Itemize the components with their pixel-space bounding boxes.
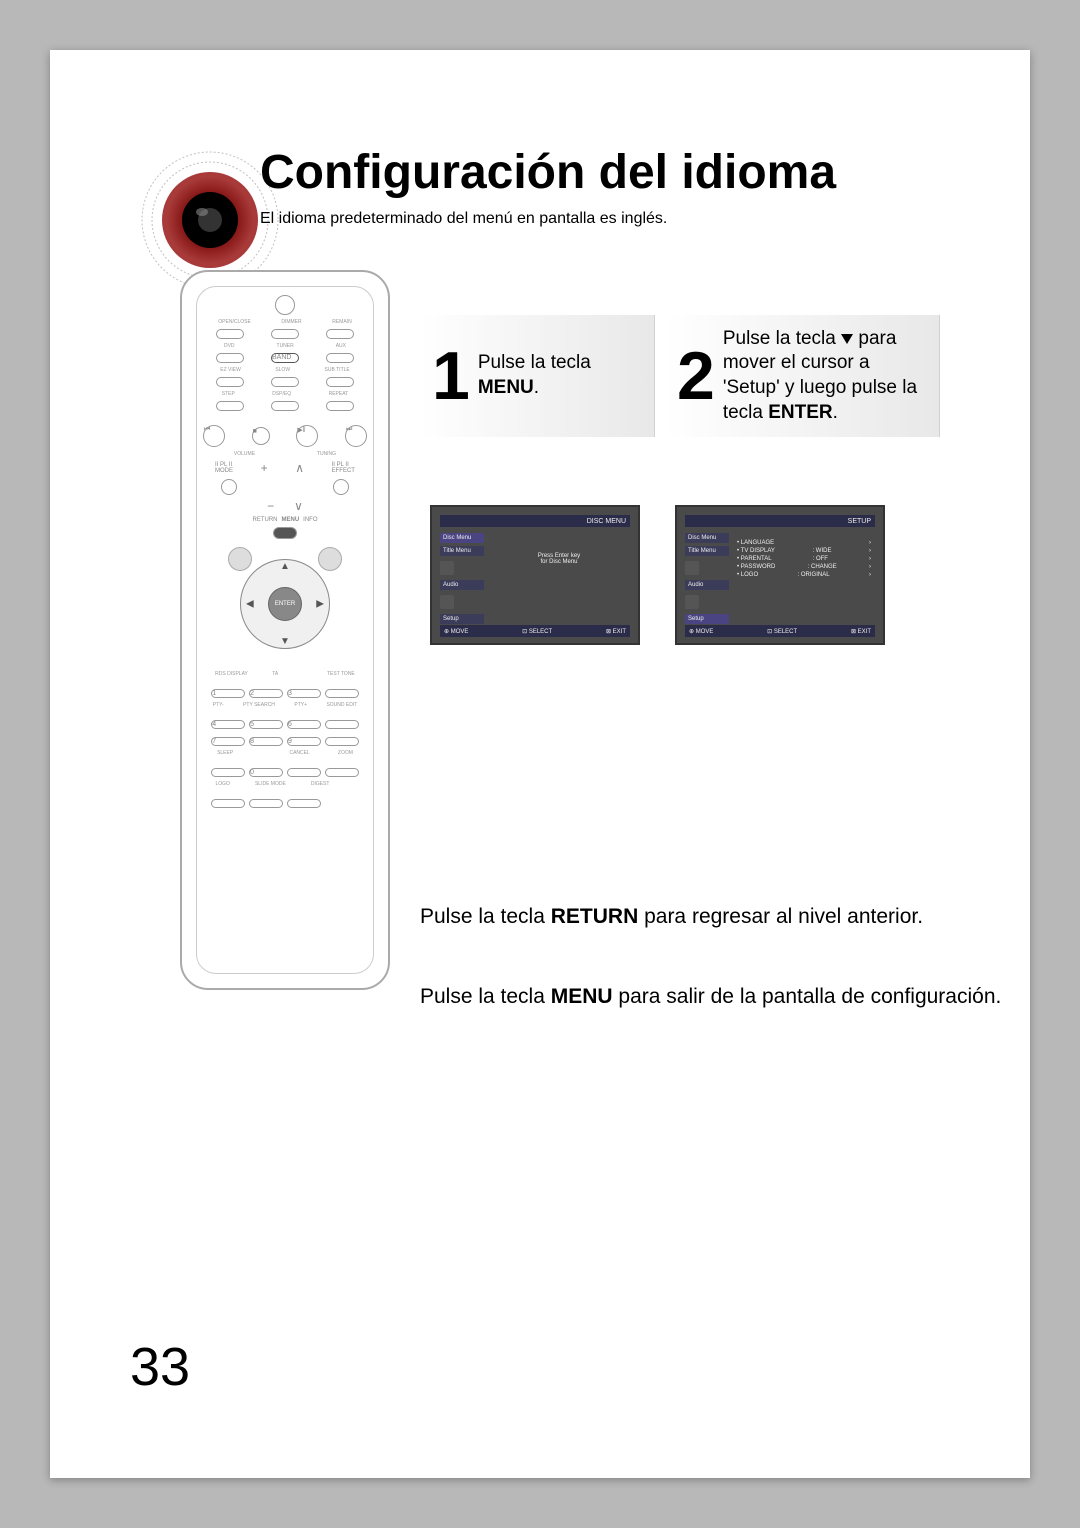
- enter-button: ENTER: [268, 587, 302, 621]
- step-2-number: 2: [677, 342, 715, 410]
- return-note: Pulse la tecla RETURN para regresar al n…: [420, 905, 923, 929]
- step-2-text: Pulse la tecla para mover el cursor a 'S…: [723, 327, 927, 426]
- next-button: ⏭: [345, 425, 367, 447]
- osd-screenshot-1: DISC MENU Disc Menu Title Menu Audio Set…: [430, 505, 640, 645]
- menu-button: [273, 527, 297, 539]
- power-button: [275, 295, 295, 315]
- down-arrow-icon: [841, 334, 853, 344]
- step-1-box: 1 Pulse la tecla MENU.: [420, 315, 655, 437]
- speaker-decoration-icon: [110, 120, 280, 290]
- page-number: 33: [130, 1336, 190, 1398]
- play-button: ▶‖: [296, 425, 318, 447]
- step-1-number: 1: [432, 342, 470, 410]
- prev-button: ⏮: [203, 425, 225, 447]
- step-1-text: Pulse la tecla MENU.: [478, 351, 591, 400]
- manual-page: Configuración del idioma El idioma prede…: [50, 50, 1030, 1478]
- step-2-box: 2 Pulse la tecla para mover el cursor a …: [665, 315, 940, 437]
- remote-control-illustration: OPEN/CLOSEDIMMERREMAIN DVDTUNERAUX BAND …: [180, 270, 390, 990]
- stop-button: ■: [252, 427, 270, 445]
- dpad: ▲ ▼ ◀ ▶ ENTER: [230, 549, 340, 659]
- page-subtitle: El idioma predeterminado del menú en pan…: [260, 210, 667, 228]
- page-title: Configuración del idioma: [260, 145, 836, 200]
- menu-note: Pulse la tecla MENU para salir de la pan…: [420, 985, 1001, 1009]
- remote-label-row: OPEN/CLOSEDIMMERREMAIN: [203, 319, 367, 325]
- osd-screenshot-2: SETUP Disc Menu Title Menu Audio Setup •…: [675, 505, 885, 645]
